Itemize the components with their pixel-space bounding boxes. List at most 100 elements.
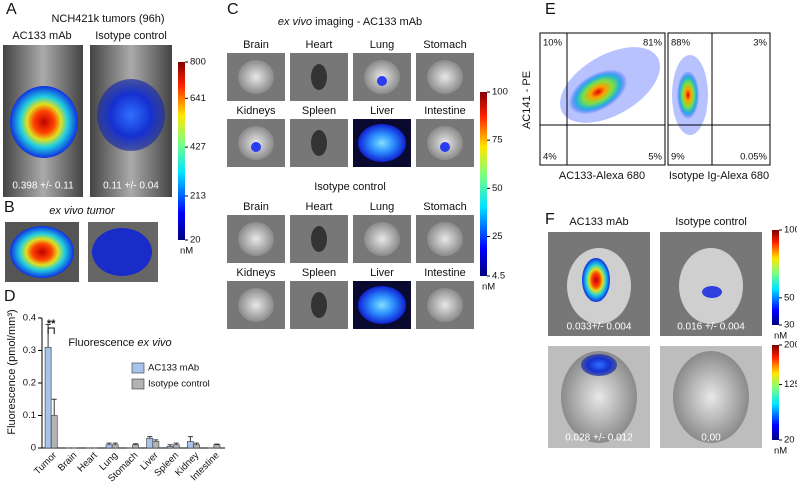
bar	[132, 444, 139, 449]
colorbar-label: 100	[492, 87, 508, 98]
legend-label: Isotype control	[148, 379, 210, 390]
colorbar-label: 100	[784, 225, 797, 236]
bar	[105, 444, 113, 449]
colorbar-label: 4.5	[492, 271, 505, 282]
axis-label: Isotype Ig-Alexa 680	[669, 170, 769, 182]
organ-label: Stomach	[423, 39, 466, 51]
annotation: **	[47, 318, 56, 330]
quadrant-label: 0.05%	[740, 152, 767, 163]
image-title: Isotype control	[95, 30, 167, 42]
bar	[111, 444, 119, 449]
panel-subtitle: Isotype control	[314, 181, 386, 193]
signal	[377, 76, 387, 86]
organ-label: Liver	[370, 105, 394, 117]
signal	[10, 226, 74, 278]
organ-label: Brain	[243, 39, 269, 51]
signal	[251, 142, 261, 152]
image-title: Isotype control	[675, 216, 747, 228]
organ-label: Intestine	[424, 267, 466, 279]
tissue	[679, 248, 743, 324]
title-part: ex vivo	[137, 337, 171, 349]
panel-title: ex vivo imaging - AC133 mAb	[278, 16, 422, 28]
y-tick-label: 0.2	[23, 378, 36, 389]
signal	[97, 79, 165, 151]
organ-label: Kidneys	[236, 267, 276, 279]
axis-label: Fluorescence (pmol/mm³)	[6, 309, 18, 434]
colorbar-unit: nM	[180, 246, 193, 257]
panel-title: ex vivo tumor	[49, 205, 116, 217]
organ	[427, 60, 463, 94]
quadrant-label: 9%	[671, 152, 685, 163]
signal	[702, 286, 722, 298]
signal	[582, 258, 610, 302]
colorbar-label: 20	[190, 235, 201, 246]
colorbar-label: 641	[190, 93, 206, 104]
image-value: 0.11 +/- 0.04	[103, 181, 159, 192]
bar	[172, 444, 180, 449]
flow-cloud	[677, 71, 699, 119]
organ	[427, 288, 463, 322]
panel-label: F	[545, 211, 555, 228]
colorbar-label: 200	[784, 340, 797, 351]
legend-swatch	[131, 362, 145, 374]
image-title: AC133 mAb	[569, 216, 628, 228]
axis-label: AC141 - PE	[521, 71, 533, 129]
organ-label: Heart	[306, 39, 333, 51]
title-part: ex vivo	[278, 16, 312, 28]
organ-label: Kidneys	[236, 105, 276, 117]
panel-label: C	[227, 1, 239, 18]
signal	[10, 86, 78, 158]
colorbar	[772, 230, 779, 325]
colorbar	[178, 62, 185, 240]
organ-label: Liver	[370, 267, 394, 279]
organ-label: Stomach	[423, 201, 466, 213]
colorbar-unit: nM	[774, 331, 787, 342]
bar	[213, 444, 221, 449]
signal	[358, 286, 406, 324]
colorbar	[772, 345, 779, 440]
image-value: 0,00	[701, 433, 721, 444]
colorbar-label: 30	[784, 320, 795, 331]
panel-label: D	[4, 288, 16, 305]
organ	[311, 292, 327, 318]
organ	[238, 60, 274, 94]
organ-label: Spleen	[302, 267, 336, 279]
colorbar-label: 800	[190, 57, 206, 68]
title-part: Fluorescence	[68, 337, 134, 349]
quadrant-label: 10%	[543, 38, 563, 49]
quadrant-label: 4%	[543, 152, 557, 163]
image-value: 0.016 +/- 0.004	[677, 322, 745, 333]
image-value: 0.398 +/- 0.11	[12, 181, 74, 192]
bar	[193, 444, 200, 449]
organ	[238, 288, 274, 322]
organ	[364, 222, 400, 256]
bar	[152, 441, 160, 449]
bar	[44, 346, 52, 449]
organ	[311, 130, 327, 156]
flow-cloud	[568, 69, 628, 115]
x-tick-label: Heart	[76, 450, 100, 474]
quadrant-label: 88%	[671, 38, 691, 49]
organ-label: Spleen	[302, 105, 336, 117]
legend-label: AC133 mAb	[148, 363, 199, 374]
colorbar-label: 427	[190, 142, 206, 153]
quadrant-label: 81%	[643, 38, 663, 49]
colorbar-label: 50	[784, 292, 795, 303]
organ-label: Lung	[370, 39, 394, 51]
organ	[238, 222, 274, 256]
signal	[440, 142, 450, 152]
colorbar-label: 50	[492, 183, 503, 194]
bar	[187, 441, 194, 449]
colorbar	[480, 92, 487, 276]
colorbar-unit: nM	[482, 282, 495, 293]
panel-label: B	[4, 199, 15, 216]
bar	[50, 415, 58, 449]
image-value: 0.028 +/- 0.012	[565, 433, 633, 444]
organ-label: Brain	[243, 201, 269, 213]
quadrant-label: 5%	[648, 152, 662, 163]
legend-swatch	[131, 378, 145, 390]
title-part: imaging - AC133 mAb	[315, 16, 422, 28]
organ	[311, 64, 327, 90]
image-value: 0.033+/- 0.004	[567, 322, 632, 333]
